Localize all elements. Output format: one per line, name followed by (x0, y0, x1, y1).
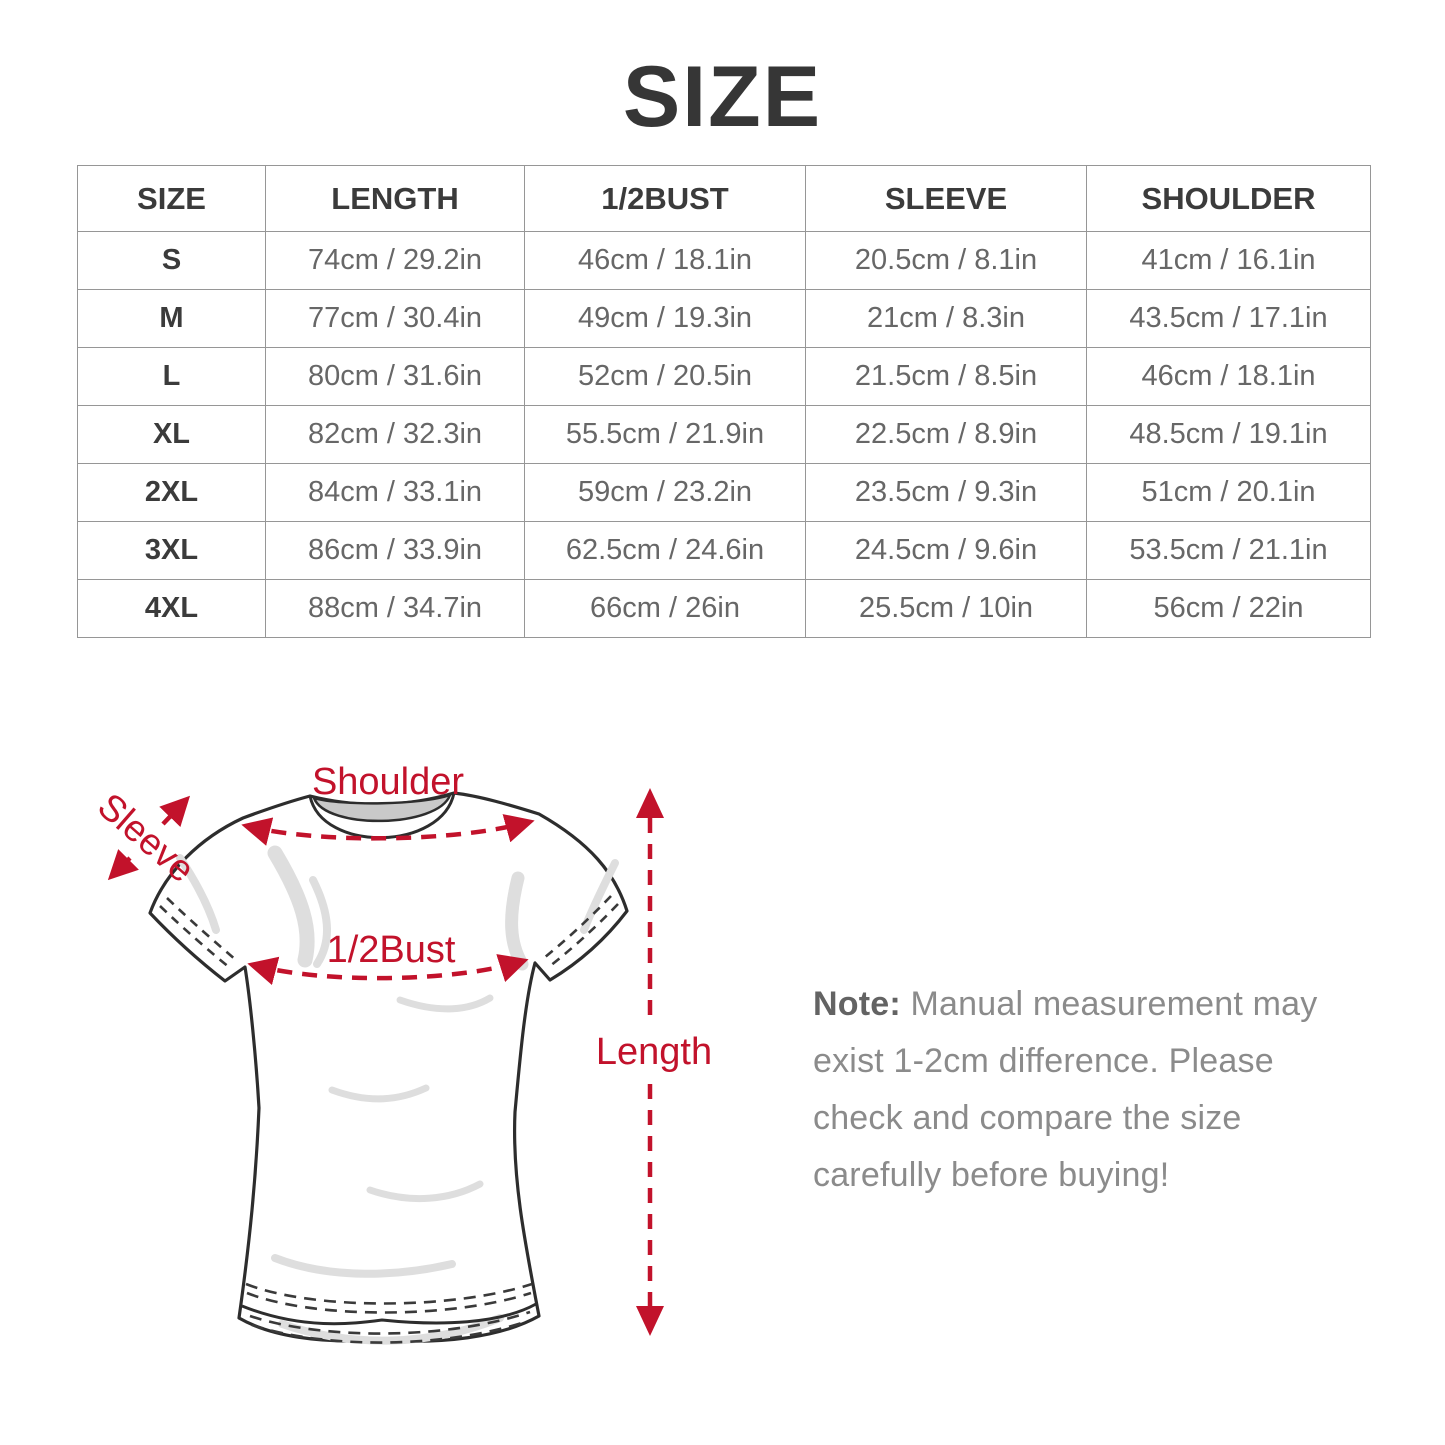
measurement-cell: 59cm / 23.2in (524, 463, 806, 522)
measurement-cell: 51cm / 20.1in (1086, 463, 1371, 522)
note-text: Note: Manual measurement may exist 1-2cm… (813, 976, 1325, 1204)
table-row: S 74cm / 29.2in 46cm / 18.1in 20.5cm / 8.1i… (77, 231, 1371, 290)
table-row: M 77cm / 30.4in 49cm / 19.3in 21cm / 8.3in 4… (77, 289, 1371, 348)
measurement-cell: 88cm / 34.7in (265, 579, 525, 638)
measurement-cell: 86cm / 33.9in (265, 521, 525, 580)
size-chart-header: SIZE LENGTH 1/2BUST SLEEVE SHOULDER (77, 165, 1371, 232)
measurement-cell: 77cm / 30.4in (265, 289, 525, 348)
measurement-cell: 20.5cm / 8.1in (805, 231, 1087, 290)
measurement-cell: 80cm / 31.6in (265, 347, 525, 406)
column-header: 1/2BUST (524, 165, 806, 232)
table-row: 3XL 86cm / 33.9in 62.5cm / 24.6in 24.5cm / … (77, 521, 1371, 580)
length-arrowhead-down (636, 1306, 664, 1336)
size-chart-body: S 74cm / 29.2in 46cm / 18.1in 20.5cm / 8.1i… (77, 231, 1371, 638)
size-cell: XL (77, 405, 266, 464)
sleeve-arrow-down (107, 849, 139, 881)
measurement-cell: 48.5cm / 19.1in (1086, 405, 1371, 464)
measurement-cell: 66cm / 26in (524, 579, 806, 638)
table-row: XL 82cm / 32.3in 55.5cm / 21.9in 22.5cm / 8… (77, 405, 1371, 464)
size-cell: 4XL (77, 579, 266, 638)
column-header: SHOULDER (1086, 165, 1371, 232)
shoulder-arrow (241, 814, 535, 846)
shoulder-label: Shoulder (312, 761, 464, 803)
size-cell: M (77, 289, 266, 348)
measurement-cell: 21.5cm / 8.5in (805, 347, 1087, 406)
measurement-cell: 62.5cm / 24.6in (524, 521, 806, 580)
measurement-cell: 25.5cm / 10in (805, 579, 1087, 638)
measurement-cell: 53.5cm / 21.1in (1086, 521, 1371, 580)
size-cell: 2XL (77, 463, 266, 522)
size-cell: 3XL (77, 521, 266, 580)
column-header: LENGTH (265, 165, 525, 232)
half-bust-label: 1/2Bust (327, 929, 456, 971)
measurement-cell: 23.5cm / 9.3in (805, 463, 1087, 522)
measurement-cell: 56cm / 22in (1086, 579, 1371, 638)
measurement-cell: 22.5cm / 8.9in (805, 405, 1087, 464)
table-row: L 80cm / 31.6in 52cm / 20.5in 21.5cm / 8.5i… (77, 347, 1371, 406)
measurement-cell: 43.5cm / 17.1in (1086, 289, 1371, 348)
sleeve-arrow-up (159, 795, 191, 828)
header-row: SIZE LENGTH 1/2BUST SLEEVE SHOULDER (77, 165, 1371, 232)
measurement-cell: 21cm / 8.3in (805, 289, 1087, 348)
measurement-cell: 82cm / 32.3in (265, 405, 525, 464)
measurement-cell: 24.5cm / 9.6in (805, 521, 1087, 580)
measurement-cell: 52cm / 20.5in (524, 347, 806, 406)
length-arrowhead-up (636, 788, 664, 818)
note-body: Manual measurement may exist 1-2cm diffe… (813, 985, 1318, 1194)
length-label: Length (596, 1031, 712, 1073)
measurement-cell: 41cm / 16.1in (1086, 231, 1371, 290)
size-cell: L (77, 347, 266, 406)
table-row: 2XL 84cm / 33.1in 59cm / 23.2in 23.5cm / 9.… (77, 463, 1371, 522)
measurement-cell: 49cm / 19.3in (524, 289, 806, 348)
half-bust-arrow (247, 954, 529, 986)
column-header: SLEEVE (805, 165, 1087, 232)
page-title: SIZE (622, 49, 823, 145)
measurement-cell: 84cm / 33.1in (265, 463, 525, 522)
measurement-cell: 46cm / 18.1in (524, 231, 806, 290)
measurement-cell: 46cm / 18.1in (1086, 347, 1371, 406)
tshirt-outline-icon (148, 791, 629, 1345)
column-header: SIZE (77, 165, 266, 232)
table-row: 4XL 88cm / 34.7in 66cm / 26in 25.5cm / 10in… (77, 579, 1371, 638)
measurement-cell: 74cm / 29.2in (265, 231, 525, 290)
measurement-cell: 55.5cm / 21.9in (524, 405, 806, 464)
tshirt-measurement-diagram: Shoulder Sleeve 1/2Bust Length (90, 761, 712, 1345)
note-prefix: Note: (813, 985, 901, 1023)
size-cell: S (77, 231, 266, 290)
size-chart-table: SIZE LENGTH 1/2BUST SLEEVE SHOULDER S 74cm / … (77, 165, 1371, 638)
